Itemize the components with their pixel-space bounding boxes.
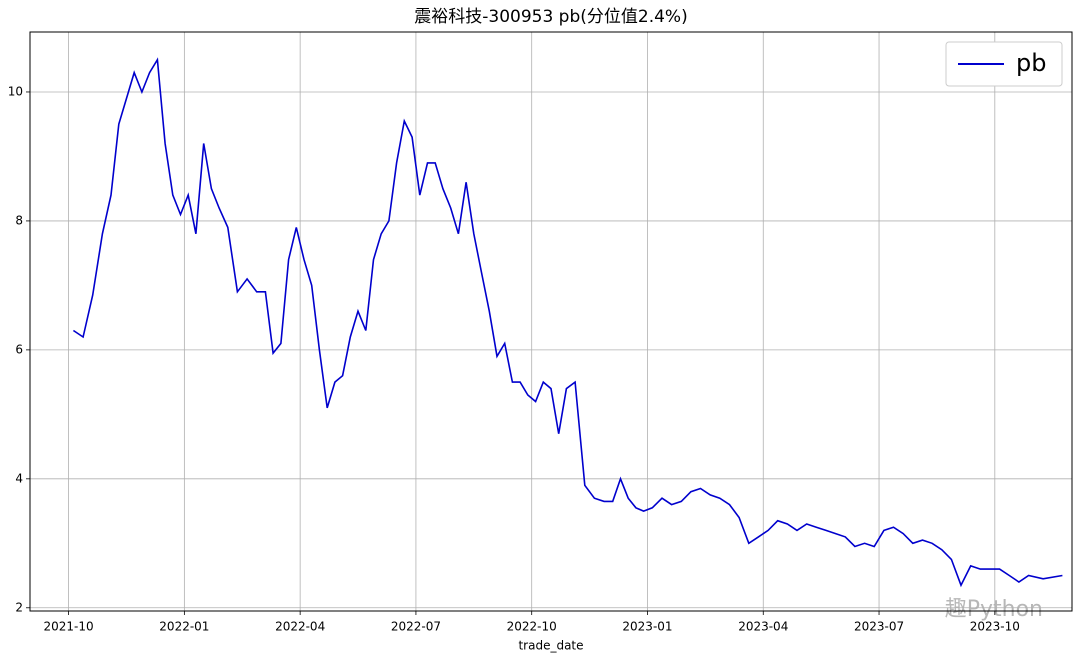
x-axis-label: trade_date [518, 639, 583, 653]
legend: pb [945, 41, 1063, 87]
watermark: 趣Python [945, 597, 1043, 622]
y-tick-label: 4 [15, 471, 23, 485]
x-tick-label: 2022-04 [275, 620, 325, 634]
x-tick-label: 2021-10 [44, 620, 94, 634]
y-tick-label: 8 [15, 213, 23, 227]
x-tick-label: 2022-01 [159, 620, 209, 634]
y-tick-label: 10 [8, 84, 23, 98]
x-tick-label: 2023-10 [970, 620, 1020, 634]
x-tick-label: 2023-04 [738, 620, 788, 634]
plot-frame [29, 31, 1073, 612]
data-line [72, 57, 1063, 588]
y-tick-label: 2 [15, 600, 23, 614]
x-tick-label: 2023-07 [854, 620, 904, 634]
x-tick-label: 2022-07 [391, 620, 441, 634]
x-tick-label: 2023-01 [622, 620, 672, 634]
legend-label: pb [1016, 49, 1046, 77]
chart-title: 震裕科技-300953 pb(分位值2.4%) [414, 7, 687, 27]
y-tick-label: 6 [15, 342, 23, 356]
x-tick-label: 2022-10 [507, 620, 557, 634]
